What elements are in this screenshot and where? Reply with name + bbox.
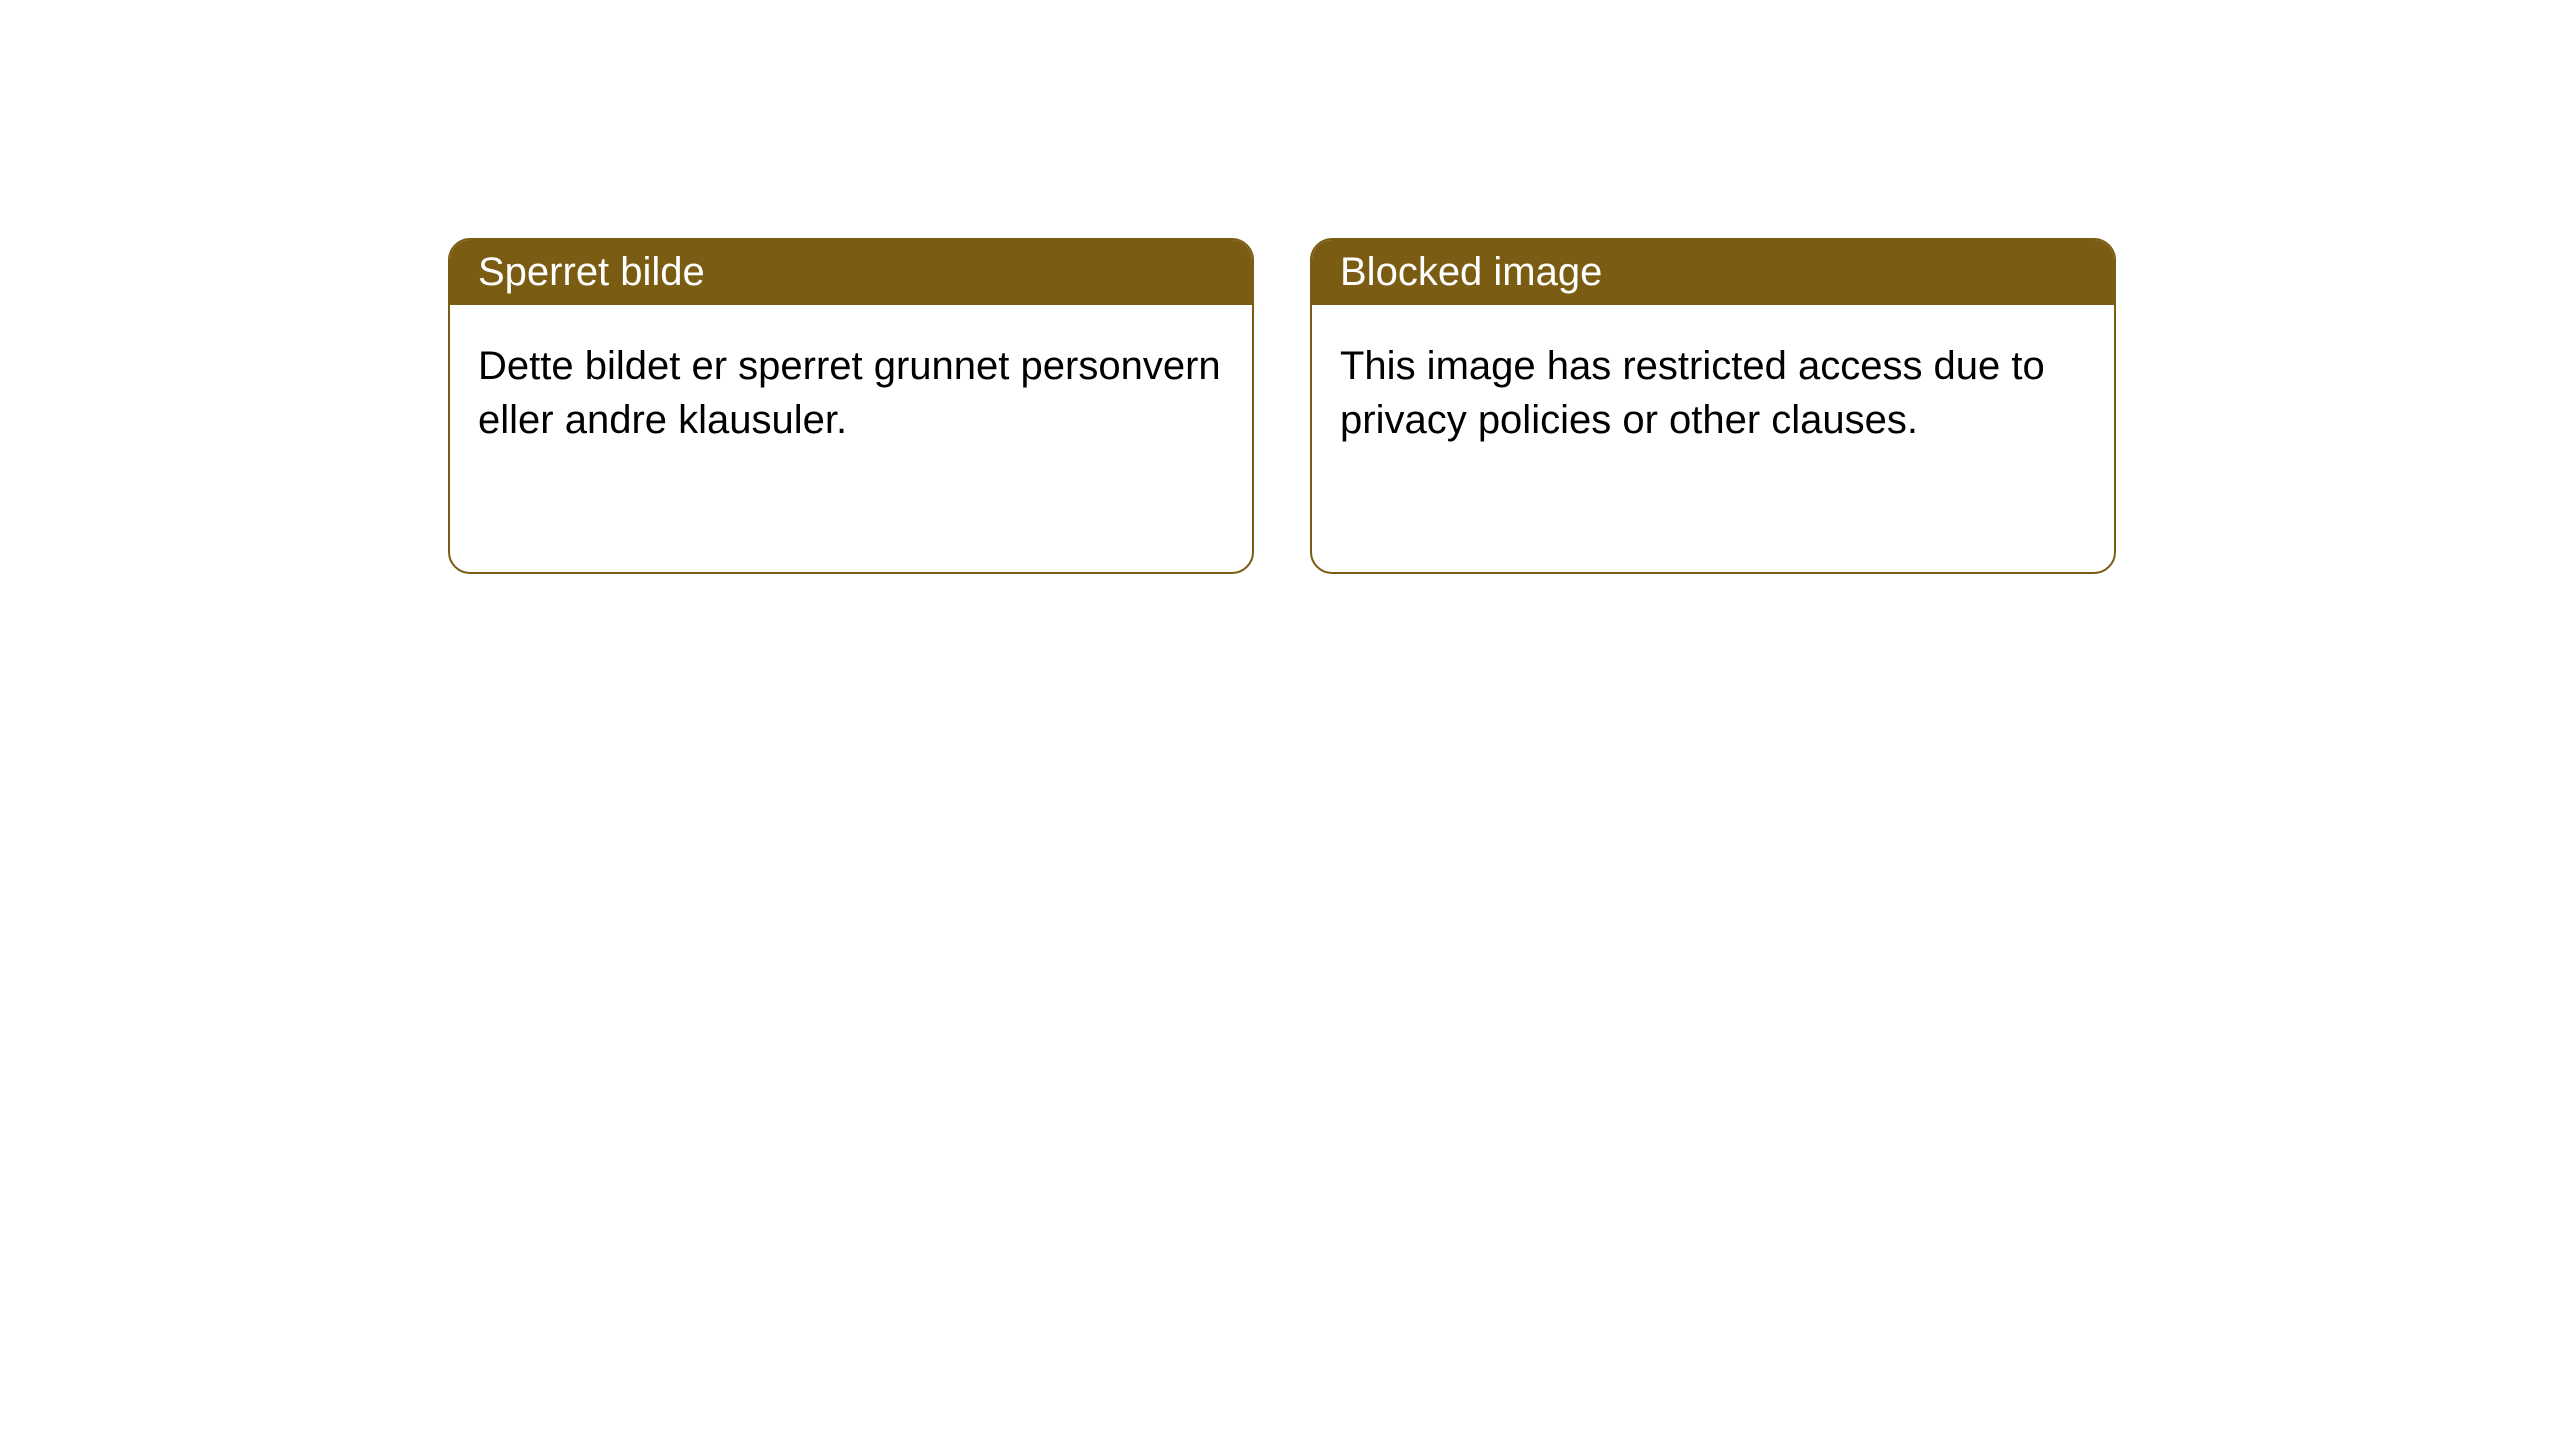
card-header: Blocked image (1312, 240, 2114, 305)
card-title: Blocked image (1340, 250, 1602, 294)
card-body-text: This image has restricted access due to … (1340, 344, 2045, 442)
card-body: Dette bildet er sperret grunnet personve… (450, 305, 1252, 481)
card-header: Sperret bilde (450, 240, 1252, 305)
card-body-text: Dette bildet er sperret grunnet personve… (478, 344, 1221, 442)
card-title: Sperret bilde (478, 250, 705, 294)
card-body: This image has restricted access due to … (1312, 305, 2114, 481)
blocked-image-card-en: Blocked image This image has restricted … (1310, 238, 2116, 574)
notice-container: Sperret bilde Dette bildet er sperret gr… (0, 0, 2560, 574)
blocked-image-card-no: Sperret bilde Dette bildet er sperret gr… (448, 238, 1254, 574)
